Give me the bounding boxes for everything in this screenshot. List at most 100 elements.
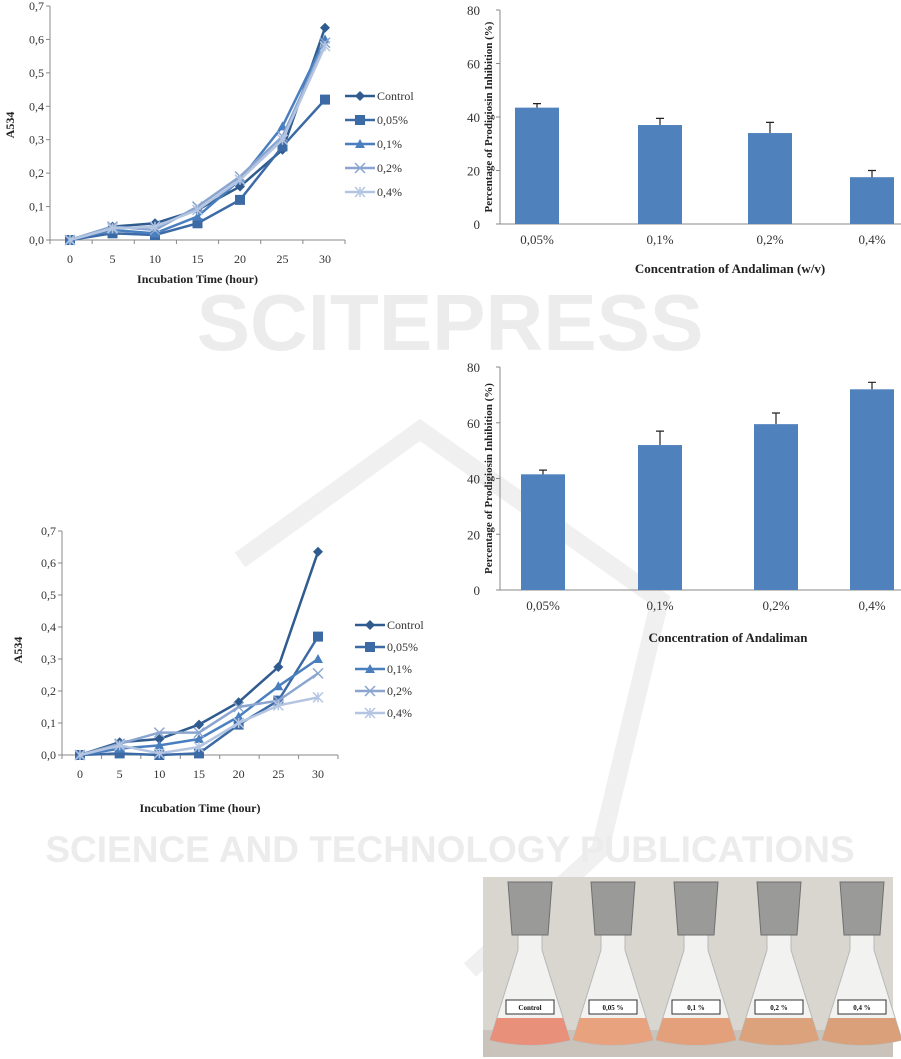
legend-item: 0,4%	[345, 185, 402, 199]
triangle-marker	[194, 734, 204, 743]
y-tick-label: 0	[474, 217, 481, 232]
legend-item: 0,05%	[355, 640, 418, 654]
line-chart-2: 0,0 0,1 0,2 0,3 0,4 0,5 0,6 0,7 0 5 10 15 20 25 30 Incu…	[11, 524, 424, 815]
flask: 0,2 %	[738, 881, 820, 1046]
flask-label-box	[505, 999, 555, 1015]
square-marker	[192, 218, 203, 229]
watermark-subtitle: SCIENCE AND TECHNOLOGY PUBLICATIONS	[45, 829, 854, 870]
x-tick-label: 0,1%	[646, 598, 673, 613]
legend-label: Control	[377, 89, 414, 103]
bar-chart-1: 0 20 40 60 80 0,05% 0,1% 0,2% 0,4% Concentration …	[467, 3, 901, 276]
square-marker	[320, 94, 330, 105]
y-tick-label: 60	[467, 57, 480, 72]
triangle-marker	[233, 711, 244, 721]
y-tick-label: 60	[467, 416, 480, 431]
x-axis-label: Concentration of Andaliman (w/v)	[635, 261, 825, 276]
x-marker	[153, 727, 165, 739]
y-tick-label: 0,4	[41, 620, 56, 634]
flask-label: 0,2 %	[770, 1004, 788, 1012]
legend-item: Control	[355, 618, 424, 632]
y-tick-label: 0,2	[29, 166, 44, 180]
y-tick-label: 20	[467, 164, 480, 179]
legend-label: 0,05%	[387, 640, 418, 654]
x-tick-label: 0,4%	[858, 232, 885, 247]
flask: 0,05 %	[572, 881, 654, 1046]
square-marker	[355, 115, 365, 125]
y-tick-label: 0,3	[41, 652, 56, 666]
legend-label: Control	[387, 618, 424, 632]
y-tick-label: 0,1	[41, 716, 56, 730]
flask: Control	[489, 881, 571, 1046]
x-tick-label: 0,4%	[858, 598, 885, 613]
bar	[850, 177, 894, 224]
bar	[748, 133, 792, 224]
x-tick-label: 0	[77, 767, 83, 781]
bar	[638, 445, 682, 590]
x-tick-label: 0	[67, 252, 73, 266]
bar	[515, 107, 559, 224]
error-bar	[539, 469, 547, 475]
y-tick-label: 0,5	[29, 66, 44, 80]
y-tick-label: 0,7	[29, 0, 44, 13]
legend-item: 0,2%	[355, 684, 412, 698]
x-tick-label: 25	[272, 767, 284, 781]
flask-label-box	[754, 999, 804, 1015]
foil-cap	[507, 881, 553, 936]
legend-item: 0,1%	[355, 662, 412, 676]
x-tick-label: 25	[277, 252, 289, 266]
star-marker	[114, 739, 126, 751]
x-tick-label: 10	[153, 767, 165, 781]
x-tick-label: 30	[319, 252, 331, 266]
y-tick-label: 80	[467, 360, 480, 375]
flask-label-box	[837, 999, 887, 1015]
x-tick-label: 0,1%	[646, 232, 673, 247]
square-marker	[365, 642, 375, 652]
star-marker	[74, 749, 86, 761]
legend-label: 0,2%	[387, 684, 412, 698]
y-tick-label: 0,7	[41, 524, 56, 538]
error-bar	[656, 430, 664, 446]
square-marker	[194, 748, 204, 759]
legend-item: 0,4%	[355, 706, 412, 720]
y-axis-label: Percentage of Prodigiosin Inhibition (%)	[483, 383, 495, 574]
x-tick-label: 10	[149, 252, 161, 266]
star-marker	[153, 747, 165, 759]
star-marker	[234, 174, 246, 186]
line-chart-0: 0,0 0,1 0,2 0,3 0,4 0,5 0,6 0,7 0 5 10 15 20 25 30 Incu…	[3, 0, 414, 286]
flask-broth	[490, 1018, 570, 1045]
star-marker	[364, 707, 376, 719]
diamond-marker	[235, 181, 245, 192]
legend-label: 0,4%	[377, 185, 402, 199]
flask: 0,4 %	[821, 881, 901, 1046]
legend-item: 0,1%	[345, 137, 402, 151]
y-axis-label: A534	[3, 112, 17, 139]
triangle-marker	[355, 139, 365, 148]
bar	[754, 424, 798, 590]
flask: 0,1 %	[655, 881, 737, 1046]
flask-label: 0,05 %	[603, 1004, 624, 1012]
flask-label: 0,4 %	[853, 1004, 871, 1012]
triangle-marker	[154, 740, 165, 750]
flask-photo: Control 0,05 % 0,1 % 0,2 % 0,4 %	[483, 877, 901, 1057]
y-tick-label: 0,6	[29, 32, 44, 46]
diamond-marker	[365, 620, 375, 630]
watermark-title: SCITEPRESS	[197, 278, 704, 367]
error-bar	[868, 169, 876, 178]
x-marker	[193, 727, 205, 739]
triangle-marker	[150, 228, 160, 238]
bar-chart-3: 0 20 40 60 80 0,05% 0,1% 0,2% 0,4% Concentration …	[467, 360, 901, 645]
star-marker	[149, 221, 161, 233]
x-tick-label: 15	[192, 252, 204, 266]
square-marker	[235, 194, 245, 205]
legend-label: 0,1%	[377, 137, 402, 151]
y-tick-label: 0,1	[29, 200, 44, 214]
x-tick-label: 0,2%	[756, 232, 783, 247]
bar	[638, 125, 682, 224]
diamond-marker	[154, 734, 165, 744]
diamond-marker	[355, 91, 365, 101]
y-tick-label: 0,4	[29, 99, 44, 113]
flask-broth	[656, 1018, 736, 1045]
y-tick-label: 0,2	[41, 684, 56, 698]
